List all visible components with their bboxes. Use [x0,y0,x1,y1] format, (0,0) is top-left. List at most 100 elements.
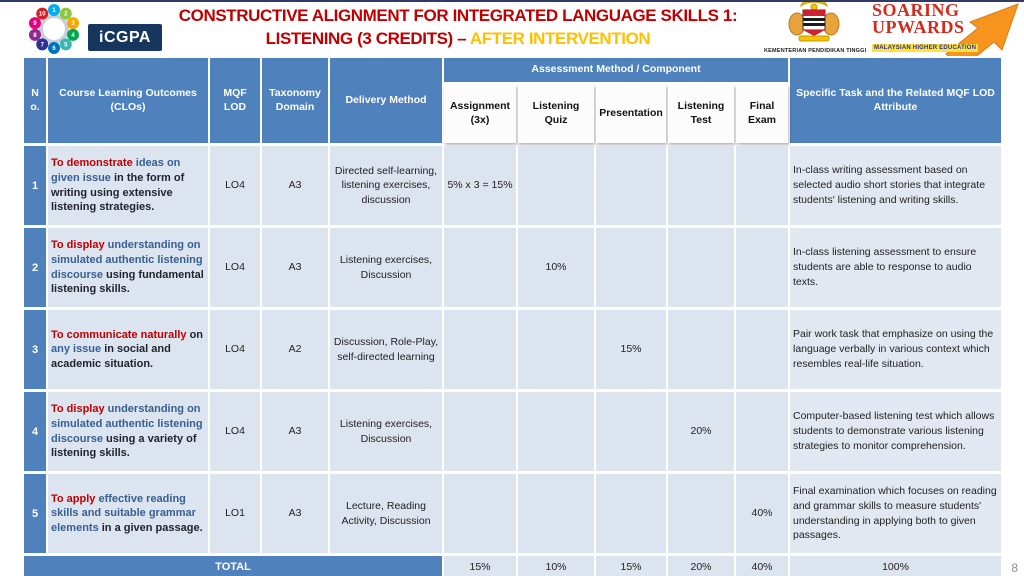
total-presentation: 15% [596,556,666,576]
coat-of-arms-icon [788,0,840,42]
delivery-method-value: Listening exercises, Discussion [330,392,442,471]
listening-test-value [668,310,734,389]
clo-segment-blue: ideas on given issue [51,157,181,184]
col-header-mqf-lod: MQF LOD [210,58,260,143]
assignment-value [444,228,516,307]
clo-segment-dark: in the form of writing using extensive l… [51,171,185,214]
clo-segment-blue: understanding on simulated authentic lis… [51,239,203,281]
assignment-value: 5% x 3 = 15% [444,146,516,225]
svg-text:1: 1 [52,8,56,14]
clo-segment-red: To display [51,239,108,252]
soaring-upwards-logo: SOARING UPWARDS MALAYSIAN HIGHER EDUCATI… [872,0,1020,56]
col-header-delivery: Delivery Method [330,58,442,143]
col-header-clo: Course Learning Outcomes (CLOs) [48,58,208,143]
assignment-value [444,310,516,389]
clo-text: To apply effective reading skills and su… [48,474,208,553]
assignment-value [444,474,516,553]
svg-text:10: 10 [39,12,46,18]
table-row: 1 To demonstrate ideas on given issue in … [24,146,1001,225]
row-number: 1 [24,146,46,225]
mqf-lod-value: LO1 [210,474,260,553]
clo-segment-dark: on [189,328,204,341]
col-header-final-exam: Final Exam [736,85,788,143]
soaring-subtitle: MALAYSIAN HIGHER EDUCATION [872,44,979,52]
svg-text:8: 8 [33,33,37,39]
delivery-method-value: Lecture, Reading Activity, Discussion [330,474,442,553]
final-exam-value: 40% [736,474,788,553]
presentation-value [596,146,666,225]
table-row: 2 To display understanding on simulated a… [24,228,1001,307]
clo-segment-blue: understanding on simulated authentic lis… [51,403,203,445]
clo-segment-dark: in a given passage. [101,521,203,534]
col-header-taxonomy: Taxonomy Domain [262,58,328,143]
taxonomy-domain-value: A3 [262,146,328,225]
clo-segment-blue: effective reading skills and suitable gr… [51,492,196,534]
row-number: 2 [24,228,46,307]
total-row: TOTAL 15% 10% 15% 20% 40% 100% [24,556,1001,576]
presentation-value: 15% [596,310,666,389]
upwards-text: UPWARDS [872,17,965,37]
title-line1: CONSTRUCTIVE ALIGNMENT FOR INTEGRATED LA… [178,6,738,25]
ministry-logo: KEMENTERIAN PENDIDIKAN TINGGI [764,0,867,54]
icgpa-logo-text: iCGPA [99,28,151,46]
total-label: TOTAL [24,556,442,576]
title-line2-main: LISTENING (3 CREDITS) – [265,29,470,48]
soaring-text: SOARING [872,0,960,20]
table-row: 5 To apply effective reading skills and s… [24,474,1001,553]
row-number: 5 [24,474,46,553]
clo-segment-dark: in social and academic situation. [51,343,171,370]
total-overall: 100% [790,556,1001,576]
clo-segment-dark: using fundamental listening skills. [51,268,204,296]
clo-segment-red: To communicate naturally [51,328,190,341]
clo-segment-red: To demonstrate [51,157,136,170]
svg-text:9: 9 [33,21,37,27]
delivery-method-value: Listening exercises, Discussion [330,228,442,307]
listening-test-value [668,146,734,225]
final-exam-value [736,310,788,389]
listening-test-value [668,228,734,307]
clo-text: To communicate naturally on any issue in… [48,310,208,389]
presentation-value [596,474,666,553]
svg-text:7: 7 [41,42,45,48]
ministry-logo-caption: KEMENTERIAN PENDIDIKAN TINGGI [764,48,867,54]
assignment-value [444,392,516,471]
row-number: 4 [24,392,46,471]
top-border-line [0,0,1024,2]
listening-quiz-value: 10% [518,228,594,307]
specific-task-value: In-class listening assessment to ensure … [790,228,1001,307]
icgpa-wheel-logo: 1 2 3 4 5 6 7 8 9 10 [6,2,102,56]
clo-segment-dark: using a variety of listening skills. [51,432,197,460]
table-row: 3 To communicate naturally on any issue i… [24,310,1001,389]
title-line2-highlight: AFTER INTERVENTION [469,29,651,48]
delivery-method-value: Directed self-learning, listening exerci… [330,146,442,225]
taxonomy-domain-value: A3 [262,474,328,553]
clo-segment-blue: any issue [51,343,105,356]
mqf-lod-value: LO4 [210,310,260,389]
col-header-assignment: Assignment (3x) [444,85,516,143]
final-exam-value [736,146,788,225]
alignment-table: No. Course Learning Outcomes (CLOs) MQF … [22,55,1003,576]
page-number: 8 [1011,561,1018,575]
listening-quiz-value [518,310,594,389]
specific-task-value: In-class writing assessment based on sel… [790,146,1001,225]
icgpa-logo: iCGPA [88,24,162,51]
specific-task-value: Computer-based listening test which allo… [790,392,1001,471]
taxonomy-domain-value: A3 [262,392,328,471]
listening-test-value: 20% [668,392,734,471]
presentation-value [596,228,666,307]
svg-text:5: 5 [64,42,68,48]
final-exam-value [736,228,788,307]
clo-segment-red: To apply [51,492,99,505]
listening-quiz-value [518,146,594,225]
upward-arrow-icon [945,3,1019,56]
specific-task-value: Pair work task that emphasize on using t… [790,310,1001,389]
clo-segment-red: To display [51,403,108,416]
col-header-no: No. [24,58,46,143]
col-header-listening-test: Listening Test [668,85,734,143]
mqf-lod-value: LO4 [210,228,260,307]
table-row: 4 To display understanding on simulated a… [24,392,1001,471]
col-header-specific-task: Specific Task and the Related MQF LOD At… [790,58,1001,143]
clo-text: To display understanding on simulated au… [48,392,208,471]
listening-test-value [668,474,734,553]
